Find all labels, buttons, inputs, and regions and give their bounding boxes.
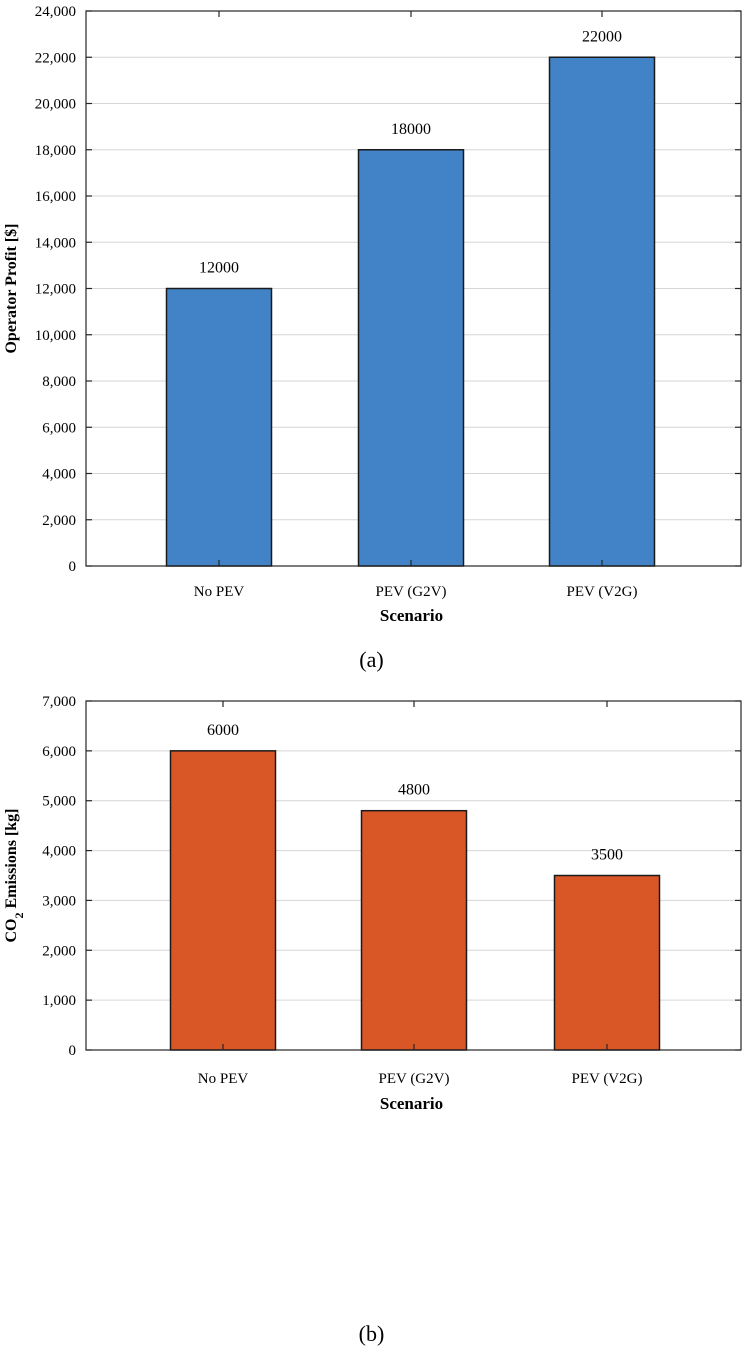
y-tick-label: 20,000 (35, 97, 76, 113)
y-tick-label: 24,000 (35, 4, 76, 20)
y-axis-label: Operator Profit [$] (3, 223, 20, 353)
x-tick-label: PEV (G2V) (379, 1071, 450, 1087)
y-tick-label: 8,000 (42, 374, 76, 390)
bars: 6000 4800 3500 (169, 722, 661, 1051)
x-axis: No PEV PEV (G2V) PEV (V2G) (198, 701, 643, 1087)
x-axis-label: Scenario (380, 1094, 443, 1113)
bar-no-pev (165, 287, 273, 567)
bar-pev-g2v (357, 149, 465, 567)
data-label: 4800 (398, 782, 430, 799)
data-label: 3500 (591, 847, 623, 864)
x-tick-label: PEV (G2V) (376, 584, 447, 600)
y-tick-label: 14,000 (35, 235, 76, 251)
y-axis: 0 2,000 4,000 6,000 8,000 10,000 12,000 14,000 1… (35, 4, 741, 575)
y-tick-label: 4,000 (42, 844, 76, 860)
x-tick-label: No PEV (198, 1071, 249, 1087)
y-axis-label-subscript: 2 (12, 913, 26, 919)
data-label: 18000 (391, 121, 431, 138)
y-tick-label: 0 (69, 1043, 77, 1059)
panel-label: (a) (359, 647, 383, 672)
bar-pev-v2g (548, 56, 656, 567)
y-axis-label: CO2 Emissions [kg] (3, 808, 26, 942)
bar-no-pev (169, 750, 277, 1051)
y-tick-label: 10,000 (35, 328, 76, 344)
x-tick-label: PEV (V2G) (572, 1071, 643, 1087)
y-axis-label-suffix: Emissions [kg] (3, 808, 20, 912)
y-tick-label: 6,000 (42, 420, 76, 436)
y-tick-label: 0 (69, 559, 77, 575)
y-tick-label: 18,000 (35, 143, 76, 159)
y-axis-label-prefix: CO (3, 919, 20, 943)
bars: 12000 18000 22000 (165, 28, 656, 567)
bar-pev-g2v (360, 809, 468, 1051)
y-axis: 0 1,000 2,000 3,000 4,000 5,000 6,000 7,000 (42, 694, 741, 1059)
y-tick-label: 16,000 (35, 189, 76, 205)
y-tick-label: 7,000 (42, 694, 76, 710)
panel-label: (b) (359, 1321, 385, 1346)
y-tick-label: 1,000 (42, 993, 76, 1009)
y-tick-label: 4,000 (42, 467, 76, 483)
y-tick-label: 22,000 (35, 50, 76, 66)
data-label: 6000 (207, 722, 239, 739)
y-tick-label: 2,000 (42, 513, 76, 529)
y-tick-label: 5,000 (42, 794, 76, 810)
chart-operator-profit: 12000 18000 22000 0 2,000 4,000 6,000 8,000 10,0… (3, 4, 742, 672)
y-tick-label: 3,000 (42, 893, 76, 909)
y-tick-label: 2,000 (42, 943, 76, 959)
bar-pev-v2g (553, 874, 661, 1051)
chart-co2-emissions: 6000 4800 3500 0 1,000 2,000 3,000 4,000 5,000 6,… (3, 694, 742, 1346)
y-tick-label: 6,000 (42, 744, 76, 760)
x-axis: No PEV PEV (G2V) PEV (V2G) (194, 11, 638, 600)
y-tick-label: 12,000 (35, 282, 76, 298)
x-tick-label: No PEV (194, 584, 245, 600)
x-tick-label: PEV (V2G) (567, 584, 638, 600)
data-label: 22000 (582, 28, 622, 45)
x-axis-label: Scenario (380, 606, 443, 625)
data-label: 12000 (199, 260, 239, 277)
